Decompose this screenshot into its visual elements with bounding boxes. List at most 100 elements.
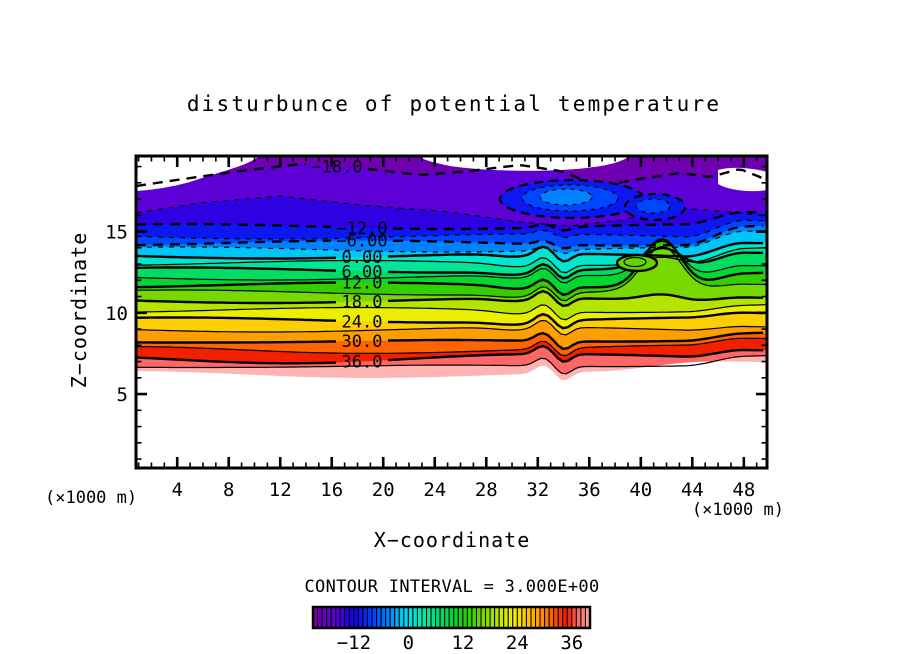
x-axis-unit-right: (×1000 m) [692,500,784,520]
colorbar-cell [448,606,455,629]
colorbar-cell [426,606,432,629]
colorbar-tick-label: 0 [403,632,414,654]
colorbar-cell [480,606,487,629]
contour-label: 6.00 [342,262,383,282]
contour-label: −12.0 [336,219,387,239]
contour-field: −18.0 −12.0−6.000.006.0012.018.024.030.03… [135,156,767,468]
colorbar-cell [398,606,405,629]
contour-line [135,254,337,260]
x-tick-label: 48 [732,479,755,501]
contour-label: 36.0 [342,352,383,372]
colorbar-cell [516,606,523,629]
colorbar-cell [412,606,418,629]
contour-line [387,246,764,280]
contour-line [135,299,337,305]
colorbar-cell [421,606,428,629]
colorbar-cell [430,606,437,629]
contour-line [392,224,764,250]
green-closed-contour [623,256,647,268]
colorbar-cell [326,606,332,629]
contour-line [135,245,767,302]
x-tick-label: 28 [475,479,498,501]
colorbar-cell [485,606,491,629]
colorbar-cell [457,606,464,629]
contour-line [135,240,767,284]
colorbar-cell [562,606,568,629]
colorbar-cell [548,606,555,629]
colorbar-cell [348,606,355,629]
x-tick-label: 12 [269,479,292,501]
colorbar-cell [571,606,577,629]
plot-title: disturbunce of potential temperature [187,92,721,116]
contour-label: 0.00 [342,248,383,268]
contour-line [387,311,764,330]
contour-line [135,316,337,322]
contour-line [387,331,764,351]
colorbar-cell [394,606,400,629]
colorbar-cell [385,606,391,629]
colorbar-cell [575,606,582,629]
colorbar-cell [462,606,468,629]
colorbar-cell [376,606,382,629]
colorbar-cell [557,606,564,629]
contour-label: 24.0 [342,312,383,332]
colorbar-title: CONTOUR INTERVAL = 3.000E+00 [305,577,600,597]
colorbar-tick-label: 24 [506,632,529,654]
x-tick-label: 36 [578,479,601,501]
x-axis-unit-left: (×1000 m) [45,488,137,508]
colorbar-cell [507,606,514,629]
colorbar-cell [439,606,446,629]
colorbar-cell [475,606,482,629]
colorbar-cell [344,606,350,629]
colorbar-cell [362,606,368,629]
x-tick-label: 8 [223,479,234,501]
contour-line [136,355,767,375]
colorbar-cell [466,606,473,629]
contour-label: 18.0 [342,293,383,313]
contour-band [136,361,767,468]
y-tick-label: 5 [117,384,128,406]
x-tick-label: 16 [320,479,343,501]
x-axis-label: X−coordinate [374,528,531,552]
x-tick-label: 20 [372,479,395,501]
colorbar-cell [530,606,537,629]
colorbar-border [311,605,592,630]
contour-line [136,266,337,272]
colorbar-cell [321,606,328,629]
y-tick-label: 10 [105,303,128,325]
colorbar-cell [525,606,532,629]
contour-line [387,344,764,363]
white-patch [718,167,767,192]
y-tick-label: 15 [105,222,128,244]
colorbar-cell [330,606,337,629]
x-tick-label: 32 [526,479,549,501]
colorbar-cell [489,606,496,629]
contour-line [135,222,332,229]
colorbar-cell [580,606,586,629]
contour-label: 30.0 [342,332,383,352]
colorbar-tick-label: 12 [451,632,474,654]
blue-blob-contour [539,188,593,206]
x-tick-label: 40 [629,479,652,501]
contour-line [135,356,337,365]
colorbar-cell [407,606,414,629]
contour-line [136,337,767,357]
colorbar-cell [539,606,546,629]
colorbar-cell [503,606,509,629]
colorbar: −12 0 12 24 36 [311,605,592,654]
y-axis-label: Z−coordinate [67,232,91,389]
colorbar-cell [494,606,500,629]
colorbar-tick-label: −12 [337,632,371,654]
colorbar-cell [371,606,378,629]
colorbar-cell [444,606,450,629]
colorbar-cell [335,606,341,629]
contour-line [135,304,767,321]
x-tick-label: 24 [423,479,446,501]
colorbar-cell [453,606,459,629]
blue-blob-contour [635,198,671,214]
colorbar-cell [403,606,409,629]
